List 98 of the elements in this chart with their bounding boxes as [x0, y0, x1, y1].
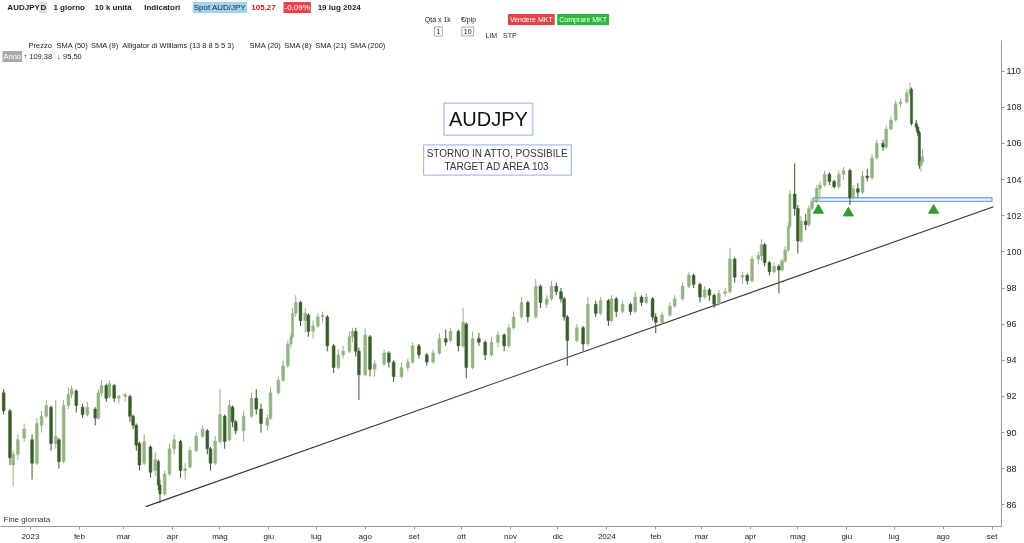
text: AUDJPY — [7, 3, 41, 12]
candlestick — [461, 307, 465, 349]
x-tick-label: feb — [73, 531, 86, 541]
y-tick-label: 108 — [1006, 102, 1022, 113]
y-tick-label: 104 — [1006, 174, 1022, 185]
candlestick — [777, 264, 781, 294]
candlestick — [750, 255, 754, 284]
x-tick-label: mag — [212, 531, 228, 541]
x-tick-label: feb — [650, 531, 662, 541]
candlestick — [107, 379, 112, 399]
candlestick — [456, 329, 461, 352]
text: Spot AUD/JPY — [193, 3, 247, 12]
candlestick — [241, 410, 246, 443]
x-tick-label: apr — [744, 531, 757, 541]
text: D — [40, 3, 47, 12]
candlestick — [112, 383, 116, 403]
x-tick-label: 2023 — [21, 531, 40, 541]
candlestick — [680, 282, 685, 302]
x-tick-label: giu — [263, 531, 275, 541]
y-tick-label: 110 — [1006, 66, 1021, 77]
candlestick — [57, 437, 61, 470]
candlestick — [519, 296, 524, 320]
candlestick — [772, 262, 776, 275]
candlestick — [347, 330, 352, 354]
x-tick-label: set — [986, 531, 999, 541]
text: 1 giorno — [53, 3, 86, 12]
y-tick-label: 96 — [1006, 319, 1017, 330]
candlestick — [598, 296, 603, 316]
candlestick — [54, 399, 58, 450]
candlestick — [799, 215, 803, 244]
x-tick-label: apr — [166, 531, 179, 541]
candlestick — [437, 332, 442, 356]
text: -0,09% — [284, 3, 310, 12]
candlestick — [22, 423, 26, 443]
candlestick — [581, 325, 585, 352]
candlestick — [331, 343, 336, 374]
candlestick — [698, 282, 702, 303]
candlestick — [410, 341, 415, 365]
candlestick — [117, 394, 121, 405]
candlestick — [575, 323, 579, 343]
candlestick — [93, 406, 97, 426]
y-tick-label: 102 — [1006, 210, 1022, 221]
candlestick — [477, 332, 481, 347]
candlestick — [606, 298, 611, 327]
candlestick — [759, 238, 764, 262]
y-tick-label: 92 — [1006, 391, 1017, 402]
x-tick-label: nov — [504, 531, 517, 541]
x-tick-label: set — [408, 531, 421, 541]
candlestick — [502, 332, 506, 352]
candlestick — [188, 446, 192, 470]
y-tick-label: 88 — [1006, 463, 1017, 474]
candlestick — [733, 256, 737, 284]
candlestick — [549, 280, 554, 302]
candlestick — [489, 336, 494, 358]
x-tick-label: mar — [116, 531, 131, 541]
text: 105,27 — [251, 3, 277, 12]
text: 10 k unità — [94, 3, 133, 12]
x-tick-label: mag — [790, 531, 806, 541]
x-tick-label: lug — [888, 531, 900, 541]
candlestick — [538, 283, 543, 309]
y-tick-label: 94 — [1006, 355, 1017, 366]
x-tick-label: ago — [358, 531, 373, 541]
y-tick-label: 86 — [1006, 499, 1017, 510]
candlestick — [860, 170, 865, 195]
candlestick — [30, 433, 34, 481]
candlestick — [153, 451, 157, 477]
y-tick-label: 100 — [1006, 246, 1022, 257]
candlestick — [483, 339, 487, 361]
candlestick — [306, 312, 311, 338]
candlestick — [336, 348, 341, 370]
x-tick-label: lug — [310, 531, 322, 541]
y-tick-label: 98 — [1006, 283, 1017, 294]
candlestick — [303, 307, 307, 334]
candlestick — [194, 432, 198, 453]
candlestick — [104, 383, 108, 403]
candlestick — [609, 294, 614, 323]
text: 19 lug 2024 — [317, 3, 362, 12]
x-tick-label: 2024 — [597, 531, 617, 541]
candlestick — [142, 433, 146, 466]
x-tick-label: giu — [841, 531, 853, 541]
y-tick-label: 90 — [1006, 427, 1017, 438]
y-tick-label: 106 — [1006, 138, 1022, 149]
annotation: STORNO IN ATTO, POSSIBILE TARGET AD AREA 103 — [426, 147, 569, 173]
candlestick — [526, 300, 530, 323]
annotation: Fine giornata — [3, 515, 51, 525]
x-tick-label: dic — [552, 531, 563, 541]
candlestick — [633, 291, 637, 314]
text: Indicatori — [144, 3, 181, 12]
text: AUDJPY — [449, 108, 528, 131]
candlestick — [298, 300, 303, 327]
x-tick-label: ott — [457, 531, 467, 541]
candlestick — [74, 388, 78, 414]
candlestick — [1, 388, 6, 415]
candlestick — [249, 392, 254, 419]
candlestick — [881, 139, 885, 152]
x-tick-label: ago — [936, 531, 951, 541]
x-tick-label: mar — [694, 531, 709, 541]
candlestick — [614, 296, 618, 318]
